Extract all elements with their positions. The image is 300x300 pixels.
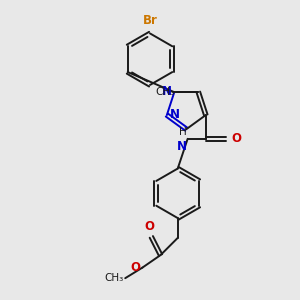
Text: Br: Br <box>142 14 158 28</box>
Text: O: O <box>145 220 155 233</box>
Text: H: H <box>179 127 187 137</box>
Text: N: N <box>162 85 172 98</box>
Text: CH₃: CH₃ <box>156 87 175 97</box>
Text: CH₃: CH₃ <box>104 273 123 283</box>
Text: O: O <box>130 261 140 274</box>
Text: N: N <box>177 140 187 153</box>
Text: O: O <box>231 132 241 145</box>
Text: N: N <box>169 108 179 121</box>
